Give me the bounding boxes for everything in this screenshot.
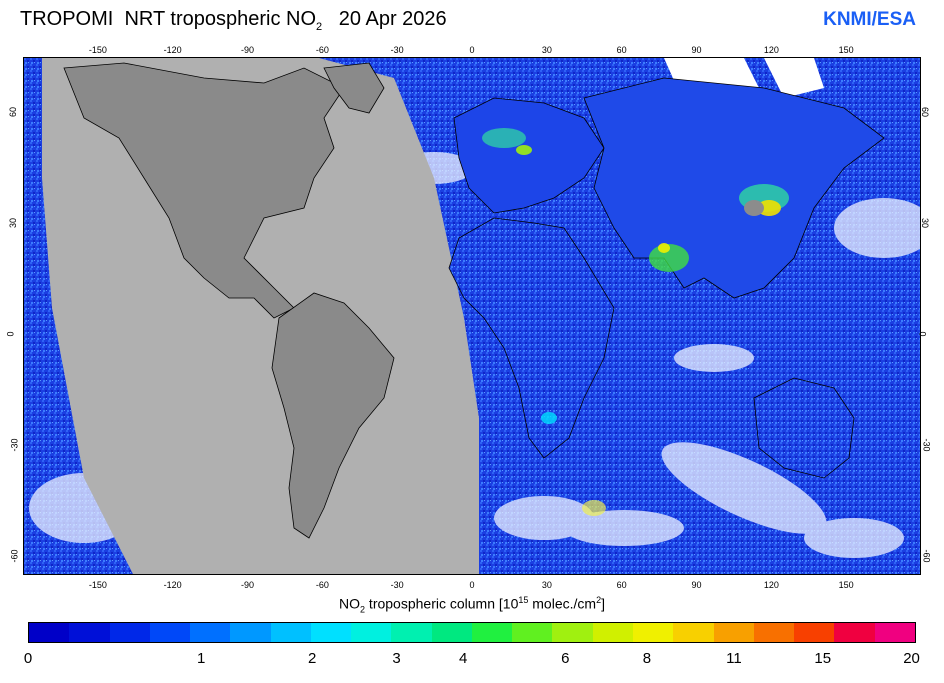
colorbar-segment xyxy=(109,623,150,642)
title-subscript: 2 xyxy=(316,21,323,33)
lon-tick-bottom: 30 xyxy=(541,580,552,590)
colorbar-segment xyxy=(753,623,795,642)
lon-tick-top: -150 xyxy=(88,45,107,55)
lon-tick-top: 90 xyxy=(691,45,702,55)
landmass-north-america xyxy=(63,62,345,319)
lat-tick-left: -30 xyxy=(9,437,20,452)
lon-tick-top: -60 xyxy=(315,45,329,55)
colorbar-label-sup1: 15 xyxy=(518,595,529,605)
colorbar-segment xyxy=(69,623,110,642)
colorbar-segment xyxy=(552,623,593,642)
lon-tick-bottom: 60 xyxy=(616,580,627,590)
colorbar-segment xyxy=(310,623,352,642)
lon-tick-bottom: 90 xyxy=(691,580,702,590)
colorbar-tick-label: 6 xyxy=(561,650,570,667)
colorbar-tick-label: 1 xyxy=(196,650,206,667)
lat-tick-left: 0 xyxy=(5,330,16,337)
map-panel xyxy=(23,57,921,575)
colorbar-label: NO2 tropospheric column [1015 molec./cm2… xyxy=(0,595,944,614)
lat-tick-left: -60 xyxy=(9,548,20,563)
lon-tick-bottom: -90 xyxy=(240,580,255,590)
colorbar-segment xyxy=(351,623,392,642)
colorbar-segment xyxy=(794,623,835,642)
colorbar-tick-label: 8 xyxy=(642,650,652,667)
lon-tick-top: 0 xyxy=(469,45,475,55)
title-prefix: TROPOMI NRT tropospheric NO xyxy=(20,8,316,30)
lon-tick-top: -120 xyxy=(163,45,182,55)
colorbar-label-mid: tropospheric column [10 xyxy=(365,595,519,612)
landmass-greenland xyxy=(323,62,385,114)
map-title: TROPOMI NRT tropospheric NO2 20 Apr 2026 xyxy=(20,8,447,33)
lat-tick-right: -60 xyxy=(921,548,932,563)
colorbar-segment xyxy=(673,623,714,642)
colorbar-tick-label: 15 xyxy=(814,650,832,667)
lat-tick-right: 0 xyxy=(917,330,928,337)
lat-tick-left: 60 xyxy=(8,106,19,117)
colorbar-label-prefix: NO xyxy=(339,595,361,612)
lon-tick-top: 60 xyxy=(616,45,627,55)
colorbar-segment xyxy=(190,623,231,642)
colorbar-label-end: ] xyxy=(601,595,605,612)
colorbar-segment xyxy=(230,623,271,642)
colorbar xyxy=(28,622,916,643)
lon-tick-top: 150 xyxy=(838,45,854,55)
brand-label: KNMI/ESA xyxy=(823,9,916,30)
colorbar-segment xyxy=(713,623,754,642)
no2-map xyxy=(24,58,920,574)
lat-tick-right: 30 xyxy=(920,217,931,228)
lon-tick-bottom: 0 xyxy=(469,580,475,590)
lat-tick-right: -30 xyxy=(921,437,932,452)
lon-tick-top: 120 xyxy=(763,45,779,55)
lon-tick-top: 30 xyxy=(541,45,552,55)
colorbar-label-sub: 2 xyxy=(360,604,366,615)
landmass-europe xyxy=(453,97,605,214)
lon-tick-bottom: -60 xyxy=(315,580,329,590)
landmass-australia xyxy=(753,377,855,479)
lon-tick-top: -30 xyxy=(390,45,404,55)
lat-tick-left: 30 xyxy=(8,217,19,228)
colorbar-segment xyxy=(512,623,553,642)
title-date: 20 Apr 2026 xyxy=(322,8,447,30)
colorbar-segment xyxy=(149,623,191,642)
colorbar-segment xyxy=(874,623,915,642)
colorbar-tick-label: 2 xyxy=(307,650,317,667)
lon-tick-bottom: -120 xyxy=(163,580,182,590)
colorbar-tick-label: 3 xyxy=(392,650,401,667)
colorbar-segment xyxy=(431,623,472,642)
landmass-asia xyxy=(583,77,885,299)
colorbar-tick-label: 4 xyxy=(458,650,468,667)
colorbar-segment xyxy=(592,623,633,642)
colorbar-tick-label: 0 xyxy=(23,650,33,667)
lat-tick-right: 60 xyxy=(920,106,931,117)
landmass-africa xyxy=(448,217,615,459)
colorbar-label-sup2: 2 xyxy=(596,595,602,605)
landmass-south-america xyxy=(271,292,395,539)
colorbar-tick-label: 20 xyxy=(903,650,920,667)
colorbar-segment xyxy=(270,623,311,642)
colorbar-segment xyxy=(632,623,674,642)
colorbar-segment xyxy=(834,623,875,642)
colorbar-label-mid2: molec./cm xyxy=(528,595,597,612)
lon-tick-bottom: -150 xyxy=(88,580,107,590)
lon-tick-top: -90 xyxy=(240,45,255,55)
colorbar-tick-label: 11 xyxy=(726,650,742,667)
lon-tick-bottom: 150 xyxy=(838,580,854,590)
lon-tick-bottom: -30 xyxy=(390,580,404,590)
colorbar-segment xyxy=(29,623,70,642)
nodata-patch-china xyxy=(744,200,764,216)
colorbar-segment xyxy=(471,623,513,642)
no2-hotspots xyxy=(482,128,789,516)
colorbar-segment xyxy=(391,623,432,642)
lon-tick-bottom: 120 xyxy=(763,580,779,590)
